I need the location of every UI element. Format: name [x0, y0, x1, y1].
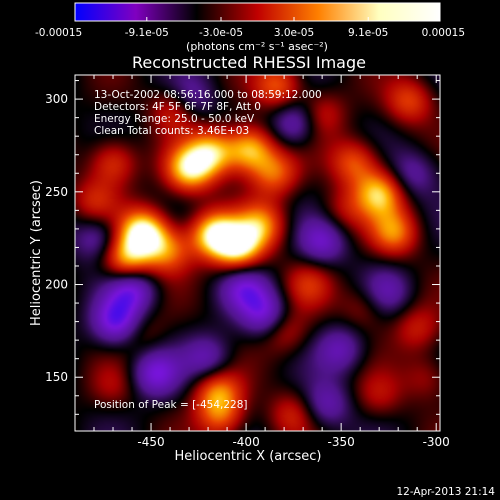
colorbar-tick-label: -0.00015 [35, 27, 82, 39]
y-axis-label: Heliocentric Y (arcsec) [29, 180, 44, 326]
chart-title: Reconstructed RHESSI Image [132, 53, 366, 72]
colorbar-ticks: -0.00015 -9.1e-05 -3.0e-05 3.0e-05 9.1e-05 0.… [35, 17, 465, 39]
info-line: Clean Total counts: 3.46E+03 [94, 125, 249, 137]
x-axis-label: Heliocentric X (arcsec) [175, 449, 322, 464]
info-line: Detectors: 4F 5F 6F 7F 8F, Att 0 [94, 101, 261, 113]
x-tick-label: -400 [232, 435, 259, 449]
colorbar-tick-label: -9.1e-05 [125, 27, 169, 39]
colorbar-tick-label: -3.0e-05 [199, 27, 243, 39]
info-line: 13-Oct-2002 08:56:16.000 to 08:59:12.000 [94, 89, 322, 101]
x-tick-label: -450 [137, 435, 164, 449]
footer-timestamp: 12-Apr-2013 21:14 [396, 486, 495, 498]
colorbar-tick-label: 3.0e-05 [274, 27, 314, 39]
info-text-block: 13-Oct-2002 08:56:16.000 to 08:59:12.000… [94, 89, 322, 137]
colorbar [74, 2, 441, 22]
y-tick-label: 200 [45, 278, 68, 292]
colorbar-tick-label: 9.1e-05 [348, 27, 388, 39]
x-tick-label: -350 [328, 435, 355, 449]
y-tick-label: 150 [45, 370, 68, 384]
colorbar-tick-label: 0.00015 [422, 27, 465, 39]
y-tick-label: 300 [45, 92, 68, 106]
peak-position-label: Position of Peak = [-454,228] [94, 399, 248, 411]
y-tick-label: 250 [45, 185, 68, 199]
axis-tick-labels: -450 -400 -350 -300 150 200 250 300 [45, 92, 450, 449]
plot-frame [74, 74, 441, 432]
axis-ticks [74, 75, 440, 431]
info-line: Energy Range: 25.0 - 50.0 keV [94, 113, 255, 125]
heatmap-image [75, 75, 440, 431]
x-tick-label: -300 [423, 435, 450, 449]
colorbar-unit-label: (photons cm⁻² s⁻¹ asec⁻²) [186, 40, 328, 53]
